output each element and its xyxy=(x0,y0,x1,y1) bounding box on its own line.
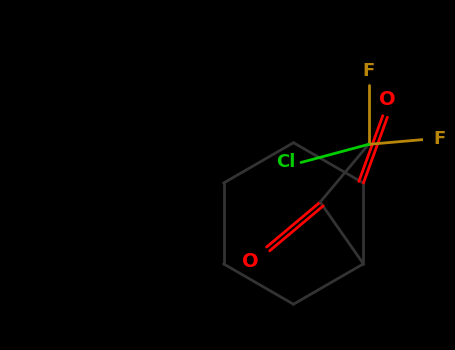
Text: O: O xyxy=(379,90,396,109)
Text: F: F xyxy=(363,62,375,80)
Text: F: F xyxy=(433,130,445,148)
Text: O: O xyxy=(242,252,258,272)
Text: Cl: Cl xyxy=(276,153,296,172)
